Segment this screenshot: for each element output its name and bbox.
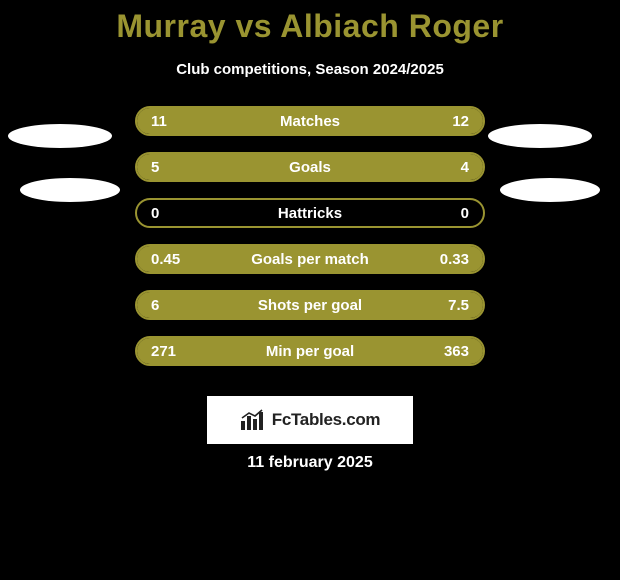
date-label: 11 february 2025 (247, 454, 372, 472)
stat-left-value: 5 (151, 159, 201, 176)
stat-row: 0Hattricks0 (135, 198, 485, 228)
stat-row: 0.45Goals per match0.33 (135, 244, 485, 274)
stat-right-value: 4 (419, 159, 469, 176)
player-photo-left (8, 124, 112, 148)
stat-label: Goals (201, 159, 419, 176)
stat-row: 6Shots per goal7.5 (135, 290, 485, 320)
stat-label: Matches (201, 113, 419, 130)
stat-left-value: 271 (151, 343, 201, 360)
stat-right-value: 0.33 (419, 251, 469, 268)
stat-right-value: 0 (419, 205, 469, 222)
player-photo-right (488, 124, 592, 148)
chart-icon (240, 409, 266, 431)
stat-left-value: 6 (151, 297, 201, 314)
source-badge: FcTables.com (207, 396, 413, 444)
stat-label: Shots per goal (201, 297, 419, 314)
stat-right-value: 363 (419, 343, 469, 360)
stat-label: Goals per match (201, 251, 419, 268)
stat-left-value: 11 (151, 113, 201, 130)
stat-right-value: 12 (419, 113, 469, 130)
page-title: Murray vs Albiach Roger (0, 0, 620, 45)
stat-right-value: 7.5 (419, 297, 469, 314)
stat-label: Min per goal (201, 343, 419, 360)
stat-row: 271Min per goal363 (135, 336, 485, 366)
stat-left-value: 0.45 (151, 251, 201, 268)
subtitle: Club competitions, Season 2024/2025 (0, 61, 620, 78)
player-photo-left (20, 178, 120, 202)
stat-label: Hattricks (201, 205, 419, 222)
badge-text: FcTables.com (272, 410, 381, 430)
stat-row: 5Goals4 (135, 152, 485, 182)
player-photo-right (500, 178, 600, 202)
stat-row: 11Matches12 (135, 106, 485, 136)
stat-left-value: 0 (151, 205, 201, 222)
